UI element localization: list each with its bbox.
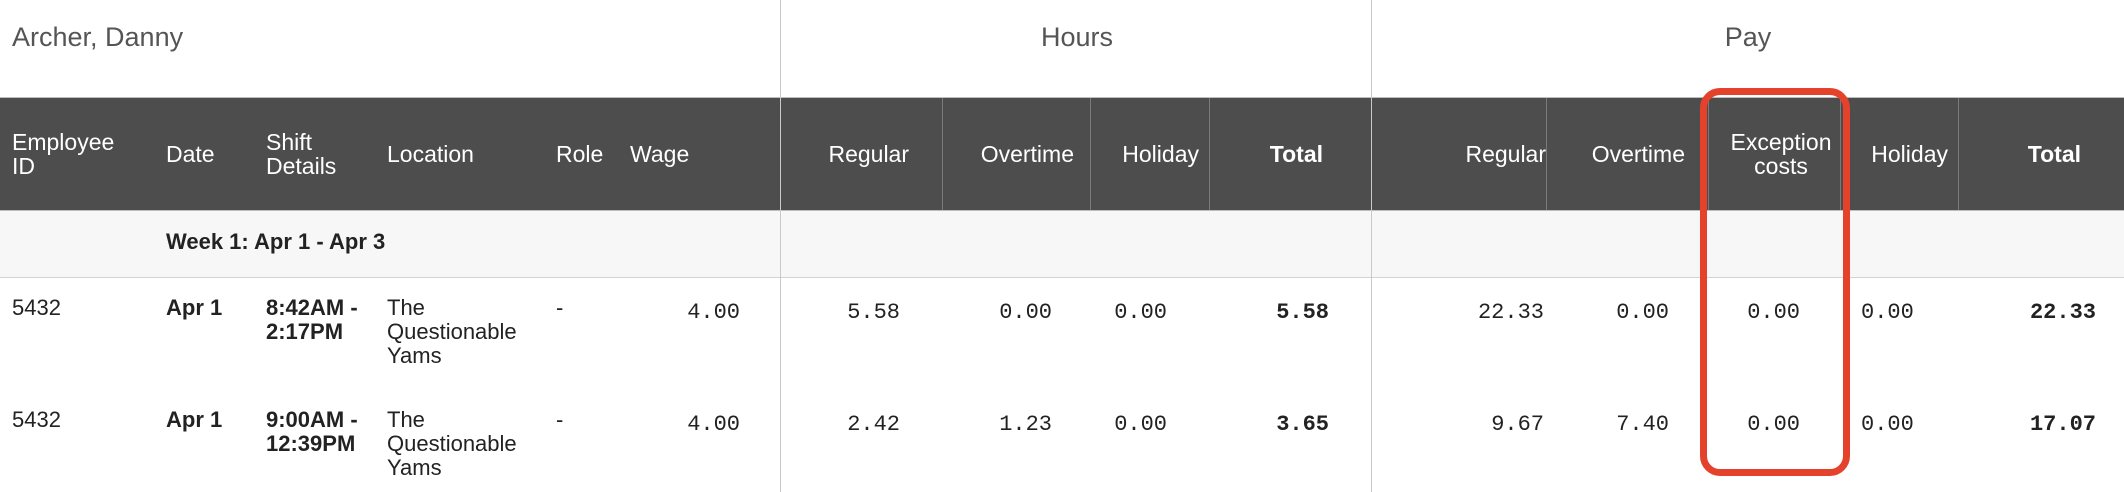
group-title-row: Archer, Danny Hours Pay bbox=[0, 0, 2124, 98]
pay-overtime-value: 0.00 bbox=[1616, 300, 1669, 325]
hours-total-value: 5.58 bbox=[1276, 300, 1329, 325]
pay-overtime-value: 7.40 bbox=[1616, 412, 1669, 437]
week-label: Week 1: Apr 1 - Apr 3 bbox=[166, 229, 386, 254]
column-header-hours-total[interactable]: Total bbox=[1269, 141, 1323, 167]
hours-regular-value: 2.42 bbox=[847, 412, 900, 437]
divider bbox=[1958, 98, 1959, 210]
employee-id: 5432 bbox=[12, 295, 61, 320]
column-header-hours-overtime[interactable]: Overtime bbox=[980, 141, 1074, 167]
location-name: The Questionable Yams bbox=[387, 407, 517, 480]
divider bbox=[1840, 98, 1841, 210]
column-header-exception-costs[interactable]: Exception costs bbox=[1730, 129, 1832, 179]
shift-time: 9:00AM - 12:39PM bbox=[266, 407, 358, 456]
divider bbox=[942, 98, 943, 210]
exception-costs-value: 0.00 bbox=[1747, 300, 1800, 325]
wage-value: 4.00 bbox=[687, 300, 740, 325]
exception-costs-value: 0.00 bbox=[1747, 412, 1800, 437]
column-header-hours-holiday[interactable]: Holiday bbox=[1122, 141, 1199, 167]
column-header-pay-overtime[interactable]: Overtime bbox=[1591, 141, 1685, 167]
pay-total-value: 17.07 bbox=[2029, 412, 2096, 437]
location-name: The Questionable Yams bbox=[387, 295, 517, 368]
divider bbox=[0, 97, 2124, 98]
column-header-wage[interactable]: Wage bbox=[630, 141, 690, 167]
employee-name: Archer, Danny bbox=[12, 22, 184, 52]
shift-time: 8:42AM - 2:17PM bbox=[266, 295, 358, 344]
divider bbox=[1209, 98, 1210, 210]
pay-group-title: Pay bbox=[1724, 22, 1772, 52]
week-group-row bbox=[0, 211, 2124, 277]
divider bbox=[1371, 0, 1372, 492]
hours-group-title: Hours bbox=[1040, 22, 1114, 52]
column-header-role[interactable]: Role bbox=[556, 141, 604, 167]
pay-total-value: 22.33 bbox=[2029, 300, 2096, 325]
shift-date: Apr 1 bbox=[166, 295, 223, 320]
column-header-pay-holiday[interactable]: Holiday bbox=[1871, 141, 1948, 167]
pay-regular-value: 9.67 bbox=[1491, 412, 1544, 437]
divider bbox=[1090, 98, 1091, 210]
employee-id: 5432 bbox=[12, 407, 61, 432]
pay-regular-value: 22.33 bbox=[1477, 300, 1544, 325]
column-header-employee-id[interactable]: Employee ID bbox=[12, 129, 115, 179]
pay-holiday-value: 0.00 bbox=[1861, 300, 1914, 325]
hours-total-value: 3.65 bbox=[1276, 412, 1329, 437]
divider bbox=[780, 0, 781, 492]
column-header-hours-regular[interactable]: Regular bbox=[828, 141, 909, 167]
column-header-shift-details[interactable]: Shift Details bbox=[266, 129, 337, 179]
divider bbox=[1708, 98, 1709, 210]
role-value: - bbox=[556, 407, 564, 432]
column-header-pay-total[interactable]: Total bbox=[2027, 141, 2081, 167]
divider bbox=[1546, 98, 1547, 210]
column-header-date[interactable]: Date bbox=[166, 141, 215, 167]
hours-regular-value: 5.58 bbox=[847, 300, 900, 325]
hours-holiday-value: 0.00 bbox=[1114, 412, 1167, 437]
column-header-location[interactable]: Location bbox=[387, 141, 474, 167]
hours-overtime-value: 0.00 bbox=[999, 300, 1052, 325]
shift-date: Apr 1 bbox=[166, 407, 223, 432]
wage-value: 4.00 bbox=[687, 412, 740, 437]
pay-holiday-value: 0.00 bbox=[1861, 412, 1914, 437]
hours-overtime-value: 1.23 bbox=[999, 412, 1052, 437]
divider bbox=[0, 210, 2124, 211]
hours-holiday-value: 0.00 bbox=[1114, 300, 1167, 325]
column-header-pay-regular[interactable]: Regular bbox=[1465, 141, 1546, 167]
column-header-row: Employee ID Date Shift Details Location … bbox=[0, 98, 2124, 210]
role-value: - bbox=[556, 295, 564, 320]
divider bbox=[0, 277, 2124, 278]
